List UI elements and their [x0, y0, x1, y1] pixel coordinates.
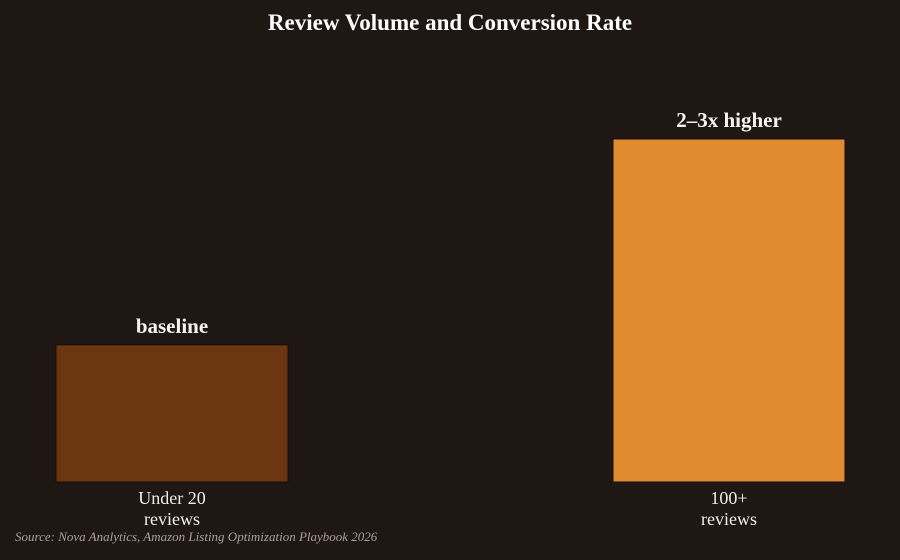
bar-0	[55, 344, 289, 483]
category-label-1: 100+ reviews	[701, 488, 757, 529]
category-label-line: 100+	[710, 488, 747, 508]
chart-title: Review Volume and Conversion Rate	[267, 10, 633, 35]
value-label-1: 2–3x higher	[676, 108, 782, 132]
category-label-line: Under 20	[138, 488, 205, 508]
category-label-0: Under 20 reviews	[138, 488, 205, 529]
bar-1	[612, 138, 846, 483]
category-label-line: reviews	[701, 509, 757, 529]
category-label-line: reviews	[144, 509, 200, 529]
value-label-0: baseline	[136, 314, 208, 338]
source-note: Source: Nova Analytics, Amazon Listing O…	[15, 529, 378, 544]
